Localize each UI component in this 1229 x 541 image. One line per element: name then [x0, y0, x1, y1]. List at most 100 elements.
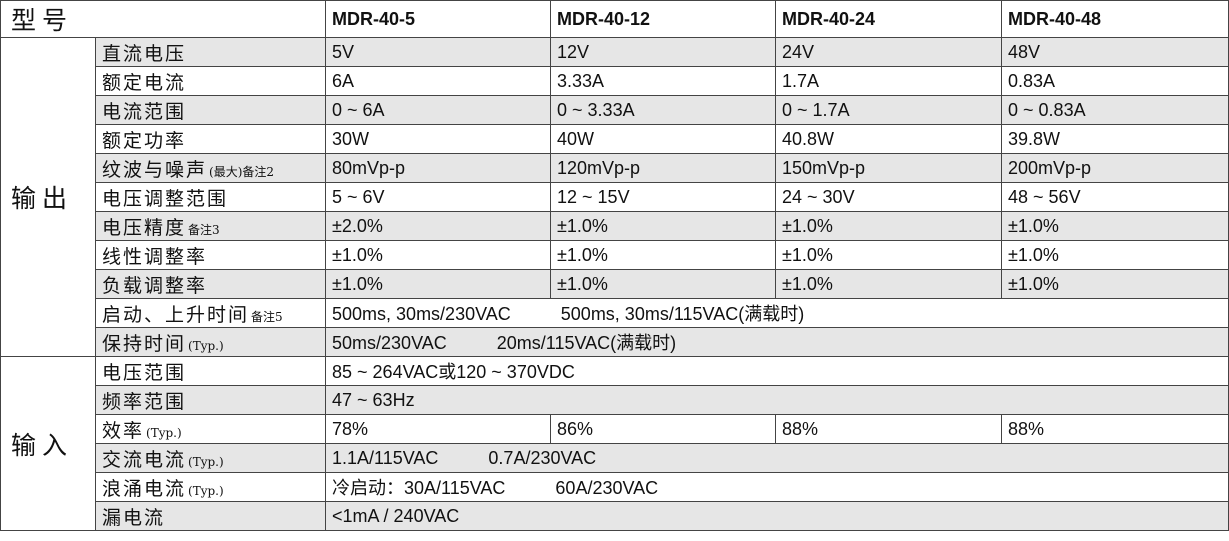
row-label: 电流范围	[94, 95, 327, 125]
spec-value: 40.8W	[775, 124, 1003, 154]
spec-row: 电流范围 0 ~ 6A 0 ~ 3.33A 0 ~ 1.7A 0 ~ 0.83A	[1, 95, 1229, 125]
spec-row: 漏电流 <1mA / 240VAC	[1, 501, 1229, 531]
label-text: 额定电流	[102, 71, 187, 94]
spec-value: 78%	[325, 414, 552, 444]
spec-value: 24V	[775, 37, 1003, 67]
header-row: 型号 MDR-40-5 MDR-40-12 MDR-40-24 MDR-40-48	[0, 0, 1229, 38]
spec-value: 150mVp-p	[775, 153, 1003, 183]
row-label: 效率 (Typ.)	[94, 414, 327, 444]
row-label: 频率范围	[94, 385, 327, 415]
spec-value: ±1.0%	[1001, 211, 1229, 241]
label-text: 保持时间	[102, 332, 187, 355]
spec-row: 负载调整率 ±1.0% ±1.0% ±1.0% ±1.0%	[1, 269, 1229, 299]
spec-value: 3.33A	[550, 66, 777, 96]
spec-value: 0 ~ 1.7A	[775, 95, 1003, 125]
spec-value: 5V	[325, 37, 552, 67]
label-text: 直流电压	[102, 42, 187, 65]
spec-row: 保持时间 (Typ.) 50ms/230VAC 20ms/115VAC(满载时)	[1, 327, 1229, 357]
row-label: 电压范围	[94, 356, 327, 386]
spec-part: 冷启动：30A/115VAC	[332, 478, 506, 498]
group-label: 输入	[0, 356, 96, 531]
spec-row: 线性调整率 ±1.0% ±1.0% ±1.0% ±1.0%	[1, 240, 1229, 270]
spec-value: 86%	[550, 414, 777, 444]
row-label: 额定功率	[94, 124, 327, 154]
spec-value: 12 ~ 15V	[550, 182, 777, 212]
label-text: 效率	[102, 419, 145, 442]
spec-value-merged: 1.1A/115VAC 0.7A/230VAC	[325, 443, 1229, 473]
header-title: 型号	[0, 0, 327, 38]
spec-value: 1.7A	[775, 66, 1003, 96]
spec-part: 50ms/230VAC	[332, 333, 447, 353]
label-text: 频率范围	[102, 390, 187, 413]
label-note: (Typ.)	[188, 454, 224, 469]
spec-value-merged: 500ms, 30ms/230VAC 500ms, 30ms/115VAC(满载时…	[325, 298, 1229, 328]
spec-row: 额定功率 30W 40W 40.8W 39.8W	[1, 124, 1229, 154]
spec-row: 浪涌电流 (Typ.) 冷启动：30A/115VAC 60A/230VAC	[1, 472, 1229, 502]
spec-value: 0.83A	[1001, 66, 1229, 96]
spec-value: 48 ~ 56V	[1001, 182, 1229, 212]
spec-row: 纹波与噪声 (最大)备注2 80mVp-p 120mVp-p 150mVp-p 200mV…	[1, 153, 1229, 183]
spec-value: 30W	[325, 124, 552, 154]
label-note: (Typ.)	[146, 425, 182, 440]
spec-value: 39.8W	[1001, 124, 1229, 154]
label-text: 启动、上升时间	[102, 303, 250, 326]
model-name: MDR-40-5	[325, 0, 552, 38]
label-text: 电压精度	[102, 216, 187, 239]
group-label: 输出	[0, 37, 96, 357]
label-note: (最大)备注2	[209, 164, 275, 179]
spec-value: 88%	[775, 414, 1003, 444]
spec-part: <1mA / 240VAC	[332, 505, 460, 526]
spec-value: ±1.0%	[1001, 269, 1229, 299]
row-label: 浪涌电流 (Typ.)	[94, 472, 327, 502]
spec-part: 47 ~ 63Hz	[332, 389, 415, 410]
row-label: 电压精度 备注3	[94, 211, 327, 241]
row-label: 额定电流	[94, 66, 327, 96]
spec-row: 效率 (Typ.) 78% 86% 88% 88%	[1, 414, 1229, 444]
row-label: 漏电流	[94, 501, 327, 531]
spec-value-merged: 85 ~ 264VAC或120 ~ 370VDC	[325, 356, 1229, 386]
label-text: 电压范围	[102, 361, 187, 384]
row-label: 线性调整率	[94, 240, 327, 270]
spec-part: 20ms/115VAC(满载时)	[496, 333, 677, 353]
spec-row: 电压精度 备注3 ±2.0% ±1.0% ±1.0% ±1.0%	[1, 211, 1229, 241]
spec-part: 500ms, 30ms/115VAC(满载时)	[560, 304, 805, 324]
spec-value: 0 ~ 3.33A	[550, 95, 777, 125]
spec-value: 24 ~ 30V	[775, 182, 1003, 212]
spec-value-merged: <1mA / 240VAC	[325, 501, 1229, 531]
spec-value: ±1.0%	[550, 211, 777, 241]
spec-value: 88%	[1001, 414, 1229, 444]
label-text: 浪涌电流	[102, 477, 187, 500]
spec-value: ±1.0%	[550, 269, 777, 299]
spec-part: 1.1A/115VAC	[332, 447, 439, 468]
spec-row: 频率范围 47 ~ 63Hz	[1, 385, 1229, 415]
label-note: (Typ.)	[188, 483, 224, 498]
label-text: 纹波与噪声	[102, 158, 208, 181]
spec-value-merged: 冷启动：30A/115VAC 60A/230VAC	[325, 472, 1229, 502]
spec-value-merged: 47 ~ 63Hz	[325, 385, 1229, 415]
spec-row: 输出 直流电压 5V 12V 24V 48V	[0, 37, 1229, 357]
row-label: 负载调整率	[94, 269, 327, 299]
spec-value: ±1.0%	[775, 269, 1003, 299]
spec-value: ±1.0%	[550, 240, 777, 270]
row-label: 直流电压	[94, 37, 327, 67]
spec-value-merged: 50ms/230VAC 20ms/115VAC(满载时)	[325, 327, 1229, 357]
spec-value: 0 ~ 6A	[325, 95, 552, 125]
spec-part: 85 ~ 264VAC或120 ~ 370VDC	[332, 362, 575, 382]
spec-value: 80mVp-p	[325, 153, 552, 183]
spec-value: 120mVp-p	[550, 153, 777, 183]
spec-row: 交流电流 (Typ.) 1.1A/115VAC 0.7A/230VAC	[1, 443, 1229, 473]
spec-value: 5 ~ 6V	[325, 182, 552, 212]
spec-value: ±1.0%	[325, 269, 552, 299]
row-label: 保持时间 (Typ.)	[94, 327, 327, 357]
label-text: 交流电流	[102, 448, 187, 471]
label-text: 电流范围	[102, 100, 187, 123]
spec-row: 输入 电压范围 85 ~ 264VAC或120 ~ 370VDC	[0, 356, 1229, 531]
row-label: 启动、上升时间 备注5	[94, 298, 327, 328]
spec-value: 6A	[325, 66, 552, 96]
spec-value: 12V	[550, 37, 777, 67]
label-text: 线性调整率	[102, 245, 208, 268]
label-text: 额定功率	[102, 129, 187, 152]
model-name: MDR-40-24	[775, 0, 1003, 38]
